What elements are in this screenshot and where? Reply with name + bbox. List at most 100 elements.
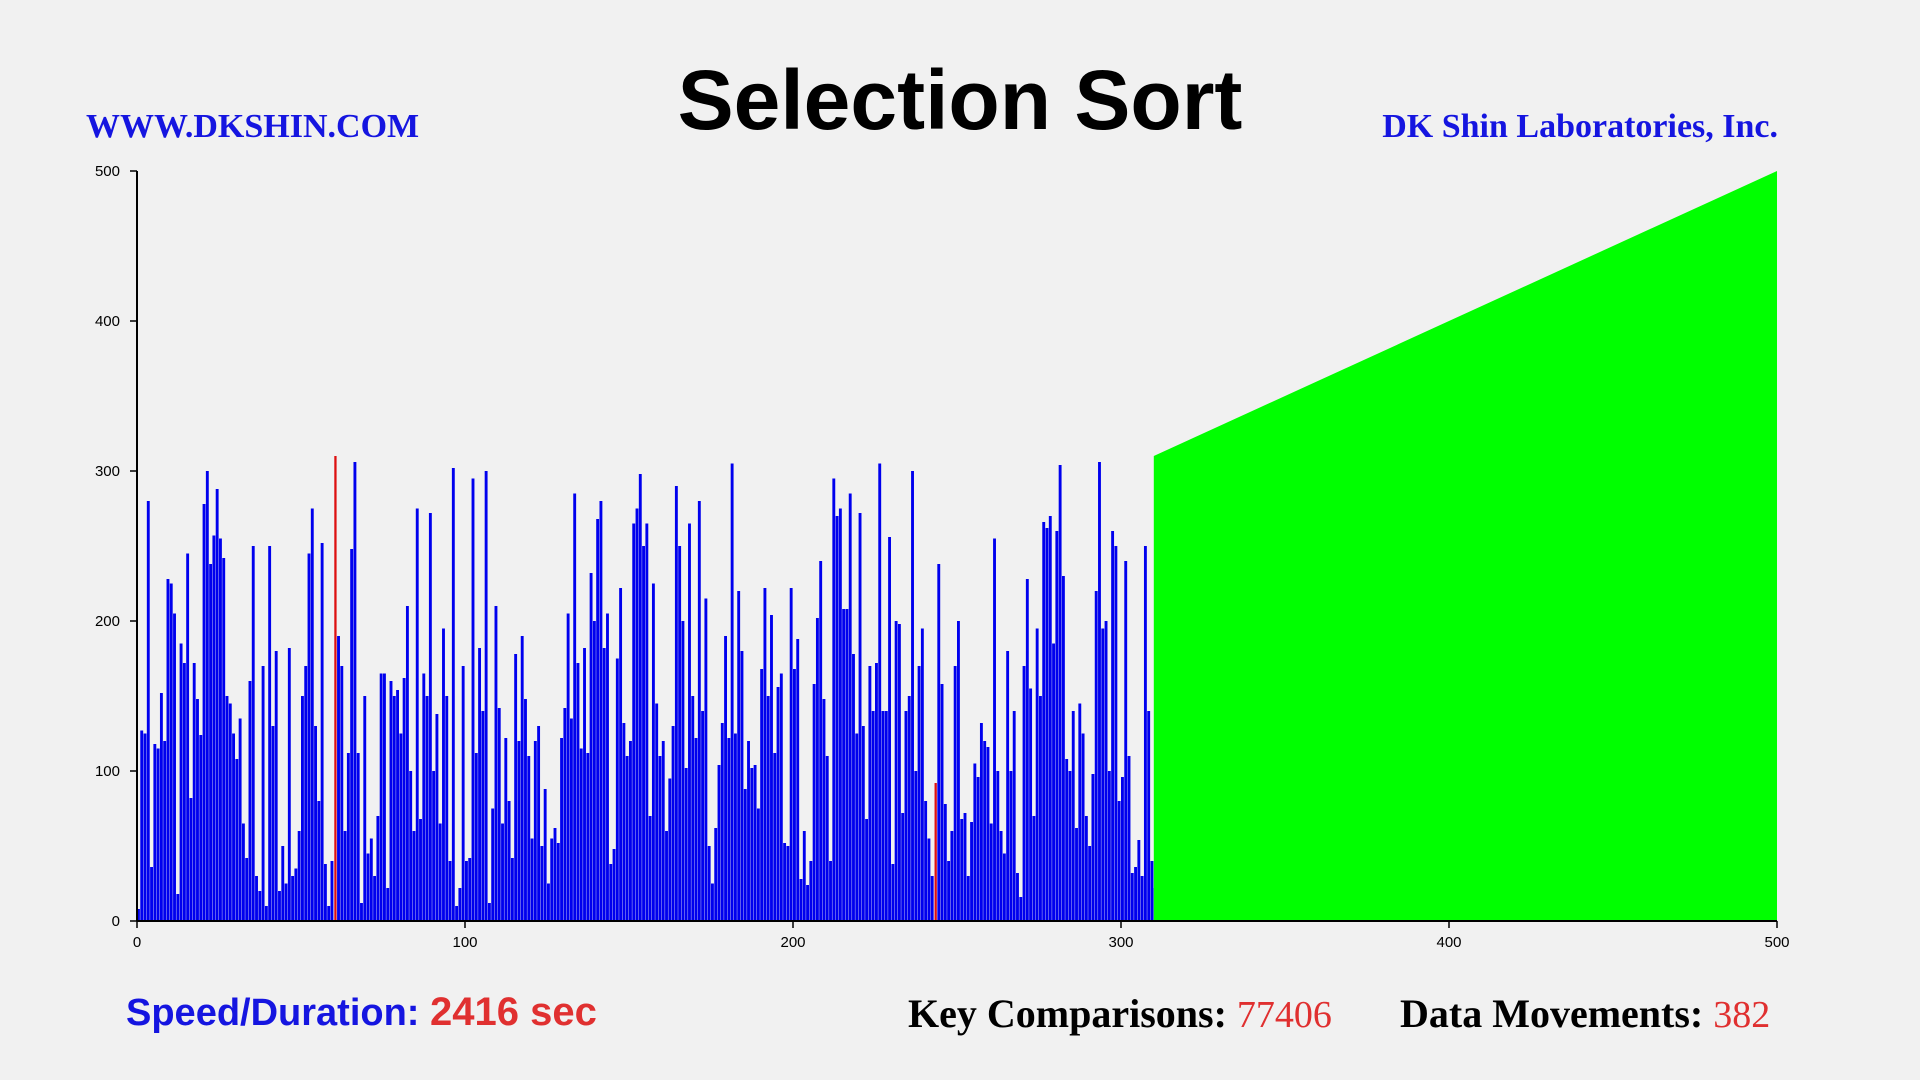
bar-unsorted (1111, 531, 1115, 921)
bar-unsorted (897, 624, 901, 921)
bar-unsorted (402, 678, 406, 921)
bar-unsorted (684, 768, 688, 921)
bar-unsorted (1124, 561, 1128, 921)
bar-unsorted (717, 765, 721, 921)
bar-unsorted (668, 778, 672, 921)
bar-unsorted (750, 768, 754, 921)
bar-unsorted (845, 609, 849, 921)
bar-unsorted (730, 463, 734, 921)
bar-unsorted (773, 753, 777, 921)
bar-unsorted (888, 537, 892, 921)
bar-unsorted (553, 828, 557, 921)
bar-unsorted (353, 462, 357, 921)
bar-unsorted (907, 696, 911, 921)
bar-unsorted (173, 613, 176, 921)
y-tick-label: 100 (95, 763, 120, 780)
bar-unsorted (264, 906, 268, 921)
bar-unsorted (901, 813, 905, 921)
bar-unsorted (235, 759, 239, 921)
bar-unsorted (468, 858, 472, 921)
bar-unsorted (720, 723, 724, 921)
bar-unsorted (806, 885, 810, 921)
bar-unsorted (786, 846, 790, 921)
axes-group: 0 100 200 300 400 500 0 100 200 300 400 500 (95, 163, 1790, 951)
bar-unsorted (599, 501, 603, 921)
bar-unsorted (202, 504, 206, 921)
bar-unsorted (238, 718, 242, 921)
bar-unsorted (671, 726, 675, 921)
bar-unsorted (209, 564, 213, 921)
bar-unsorted (314, 726, 318, 921)
bar-unsorted (471, 478, 475, 921)
bar-unsorted (576, 663, 580, 921)
bar-unsorted (737, 591, 741, 921)
bar-unsorted (182, 663, 186, 921)
bar-unsorted (228, 703, 232, 921)
bar-unsorted (474, 753, 478, 921)
bar-unsorted (1032, 816, 1036, 921)
bar-unsorted (504, 738, 508, 921)
bar-unsorted (996, 771, 1000, 921)
y-tick-label: 400 (95, 313, 120, 330)
bar-unsorted (609, 864, 613, 921)
bar-unsorted (491, 808, 495, 921)
bar-unsorted (176, 894, 180, 921)
bar-unsorted (425, 696, 429, 921)
bar-unsorted (487, 903, 491, 921)
bar-unsorted (943, 804, 947, 921)
bar-unsorted (442, 628, 445, 921)
bar-unsorted (711, 883, 714, 921)
bar-unsorted (537, 726, 541, 921)
bar-unsorted (284, 883, 288, 921)
bar-unsorted (215, 489, 219, 921)
bar-unsorted (291, 876, 295, 921)
bar-unsorted (159, 693, 163, 921)
bar-unsorted (697, 501, 701, 921)
bar-unsorted (1025, 579, 1029, 921)
bar-unsorted (1039, 696, 1042, 921)
bar-unsorted (392, 696, 396, 921)
bar-unsorted (835, 516, 839, 921)
bar-unsorted (812, 684, 816, 921)
bar-unsorted (789, 588, 793, 921)
bar-unsorted (1071, 711, 1075, 921)
bar-unsorted (1121, 777, 1124, 921)
bar-unsorted (146, 501, 150, 921)
bar-unsorted (320, 543, 324, 921)
speed-label: Speed/Duration: (126, 992, 420, 1034)
bar-unsorted (1088, 846, 1092, 921)
movements-value: 382 (1713, 994, 1771, 1036)
bar-unsorted (993, 538, 996, 921)
bar-unsorted (166, 579, 170, 921)
bar-unsorted (327, 906, 331, 921)
bar-unsorted (317, 801, 321, 921)
bar-unsorted (1081, 733, 1085, 921)
bar-unsorted (143, 733, 147, 921)
bar-unsorted (688, 523, 691, 921)
bar-unsorted (268, 546, 272, 921)
bar-unsorted (524, 699, 527, 921)
bar-unsorted (340, 666, 344, 921)
x-tick-label: 200 (780, 934, 805, 951)
bar-unsorted (1143, 546, 1147, 921)
bar-unsorted (694, 738, 698, 921)
bar-unsorted (150, 867, 154, 921)
bar-unsorted (376, 816, 380, 921)
bar-unsorted (970, 822, 974, 921)
bar-unsorted (625, 756, 629, 921)
bar-unsorted (438, 823, 442, 921)
bar-unsorted (619, 588, 623, 921)
bar-unsorted (852, 654, 855, 921)
bar-unsorted (589, 573, 593, 921)
bar-unsorted (924, 801, 928, 921)
bar-unsorted (674, 486, 678, 921)
bar-unsorted (465, 861, 468, 921)
bar-unsorted (1094, 591, 1098, 921)
bar-unsorted (428, 513, 432, 921)
x-tick-label: 300 (1108, 934, 1133, 951)
bar-unsorted (1107, 771, 1111, 921)
bar-unsorted (878, 463, 882, 921)
bar-unsorted (950, 831, 954, 921)
bar-unsorted (540, 846, 544, 921)
bar-unsorted (297, 831, 301, 921)
